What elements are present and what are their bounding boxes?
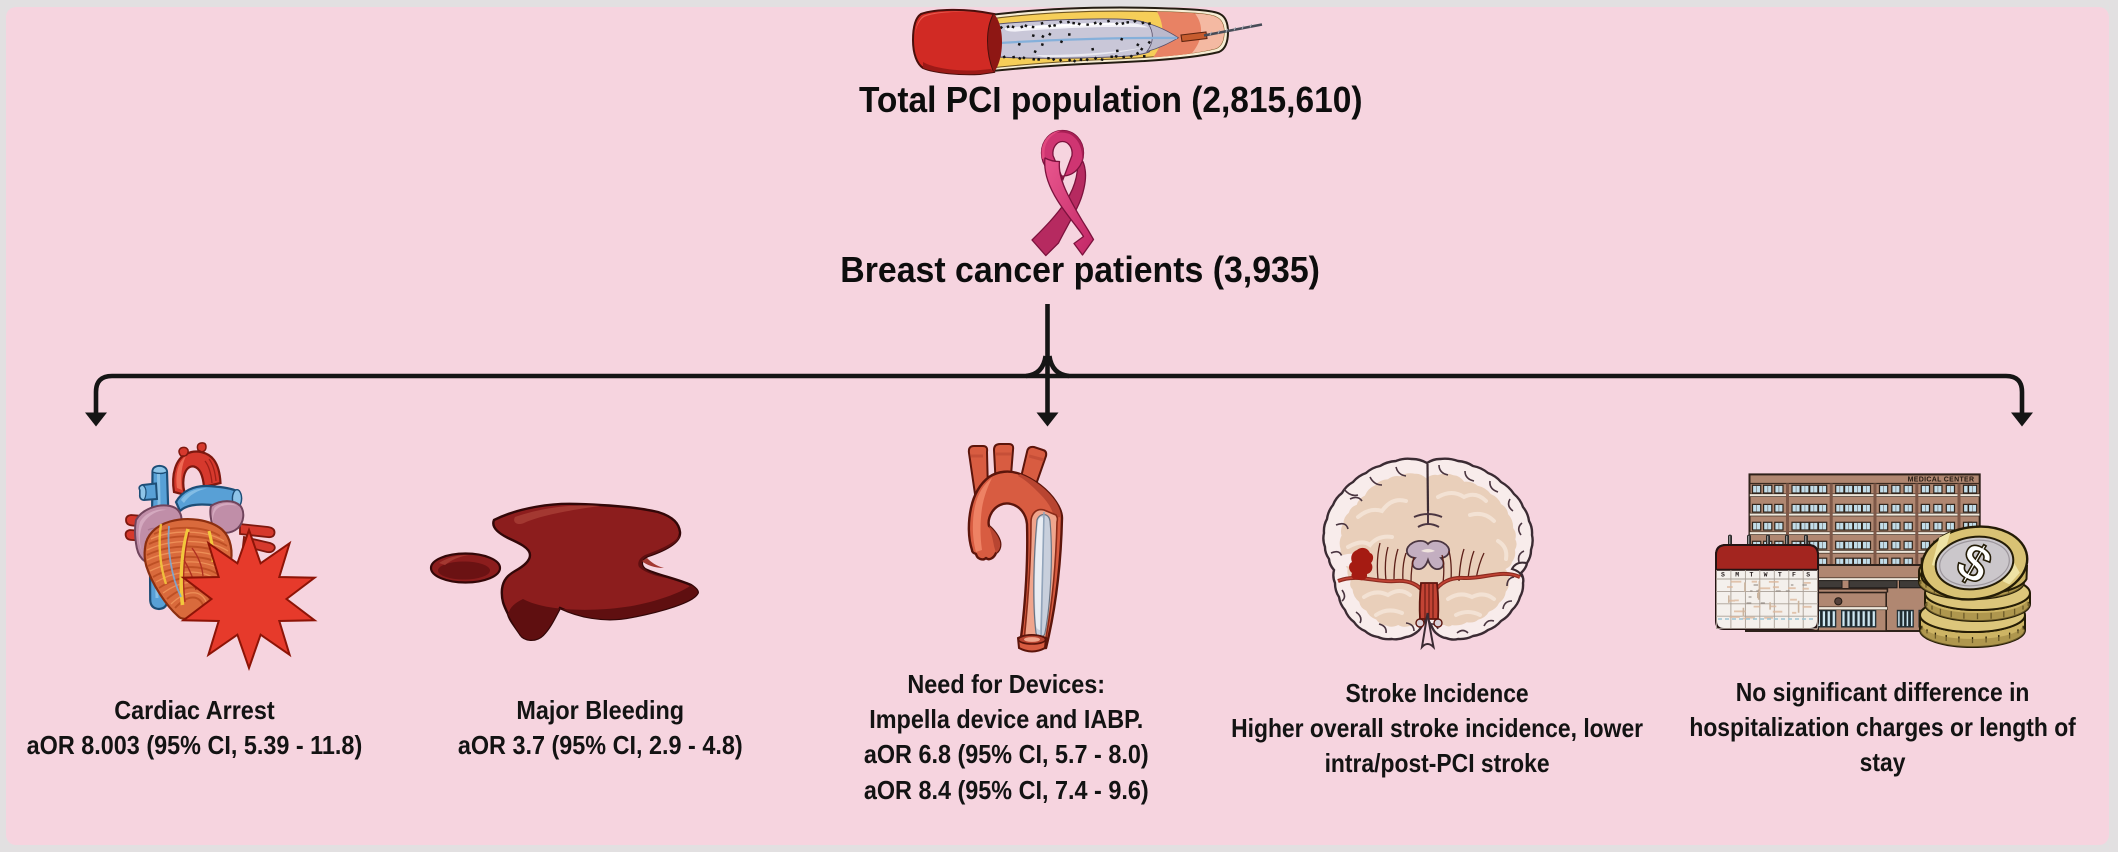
svg-text:S: S: [1806, 572, 1810, 579]
svg-text:W: W: [1764, 572, 1768, 579]
svg-text:F: F: [1792, 572, 1796, 579]
svg-text:T: T: [1749, 572, 1753, 579]
svg-text:M: M: [1735, 572, 1739, 579]
svg-text:MEDICAL CENTER: MEDICAL CENTER: [1908, 477, 1975, 484]
svg-text:T: T: [1778, 572, 1782, 579]
svg-text:S: S: [1721, 572, 1725, 579]
